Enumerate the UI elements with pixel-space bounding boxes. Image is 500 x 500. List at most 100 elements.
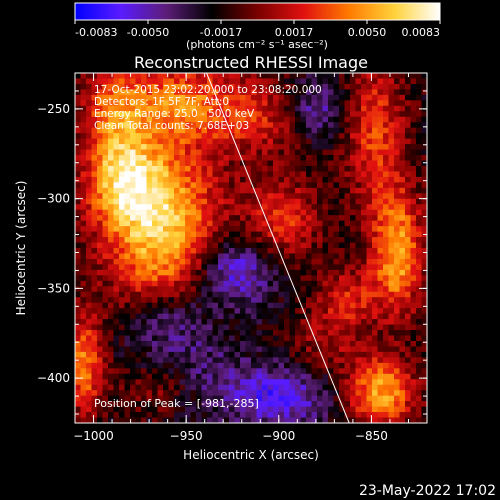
heatmap-cell xyxy=(196,100,202,107)
heatmap-cell xyxy=(410,122,417,129)
heatmap-cell xyxy=(273,105,279,112)
heatmap-cell xyxy=(185,302,191,309)
heatmap-cell xyxy=(410,198,417,205)
heatmap-cell xyxy=(174,346,180,353)
heatmap-cell xyxy=(196,384,202,391)
heatmap-cell xyxy=(163,242,169,249)
heatmap-cell xyxy=(251,226,257,232)
heatmap-cell xyxy=(295,346,301,353)
heatmap-cell xyxy=(295,220,301,227)
heatmap-cell xyxy=(311,133,318,140)
heatmap-cell xyxy=(421,384,427,391)
heatmap-cell xyxy=(102,319,109,325)
heatmap-cell xyxy=(113,138,120,145)
heatmap-cell xyxy=(295,100,301,107)
heatmap-cell xyxy=(317,226,323,232)
heatmap-cell xyxy=(113,127,120,134)
heatmap-cell xyxy=(416,133,422,140)
heatmap-cell xyxy=(306,264,312,271)
heatmap-cell xyxy=(108,390,114,397)
heatmap-cell xyxy=(185,308,191,315)
heatmap-cell xyxy=(267,384,274,391)
heatmap-cell xyxy=(317,231,323,238)
heatmap-cell xyxy=(212,379,219,386)
heatmap-cell xyxy=(102,111,109,118)
heatmap-cell xyxy=(372,379,378,386)
heatmap-cell xyxy=(240,198,246,205)
heatmap-cell xyxy=(207,155,213,161)
heatmap-cell xyxy=(262,149,268,156)
heatmap-cell xyxy=(322,149,329,156)
heatmap-cell xyxy=(157,160,164,167)
heatmap-cell xyxy=(256,373,263,380)
heatmap-cell xyxy=(388,73,395,79)
heatmap-cell xyxy=(218,280,224,287)
heatmap-cell xyxy=(322,100,329,107)
heatmap-cell xyxy=(295,412,301,418)
heatmap-cell xyxy=(108,182,114,189)
heatmap-cell xyxy=(102,302,109,309)
heatmap-cell xyxy=(152,269,158,276)
heatmap-cell xyxy=(218,248,224,254)
heatmap-cell xyxy=(388,209,395,216)
heatmap-cell xyxy=(410,258,417,265)
heatmap-cell xyxy=(366,291,373,298)
heatmap-cell xyxy=(339,155,345,161)
heatmap-cell xyxy=(141,258,147,265)
heatmap-cell xyxy=(322,406,329,413)
heatmap-cell xyxy=(394,308,400,315)
heatmap-cell xyxy=(273,83,279,90)
heatmap-cell xyxy=(245,248,252,254)
heatmap-cell xyxy=(75,324,81,331)
heatmap-cell xyxy=(262,384,268,391)
plot-frame xyxy=(74,72,428,424)
heatmap-cell xyxy=(157,155,164,161)
heatmap-cell xyxy=(212,160,219,167)
heatmap-cell xyxy=(207,275,213,282)
heatmap-cell xyxy=(86,291,92,298)
heatmap-cell xyxy=(256,165,263,172)
heatmap-cell xyxy=(185,144,191,150)
heatmap-cell xyxy=(262,324,268,331)
heatmap-cell xyxy=(97,269,103,276)
heatmap-cell xyxy=(383,291,389,298)
heatmap-cell xyxy=(163,160,169,167)
heatmap-cell xyxy=(179,412,186,418)
heatmap-cell xyxy=(366,111,373,118)
heatmap-cell xyxy=(273,302,279,309)
heatmap-cell xyxy=(399,357,406,364)
heatmap-cell xyxy=(75,160,81,167)
heatmap-cell xyxy=(251,176,257,183)
heatmap-cell xyxy=(322,237,329,243)
heatmap-cell xyxy=(163,144,169,150)
heatmap-cell xyxy=(163,302,169,309)
heatmap-cell xyxy=(328,204,334,211)
heatmap-cell xyxy=(141,193,147,200)
heatmap-cell xyxy=(86,417,92,423)
heatmap-cell xyxy=(251,171,257,178)
heatmap-cell xyxy=(190,105,197,112)
heatmap-cell xyxy=(207,94,213,101)
heatmap-cell xyxy=(91,362,98,369)
heatmap-cell xyxy=(306,138,312,145)
heatmap-cell xyxy=(251,220,257,227)
heatmap-cell xyxy=(421,313,427,320)
heatmap-cell xyxy=(377,379,384,386)
heatmap-cell xyxy=(383,275,389,282)
heatmap-cell xyxy=(163,231,169,238)
heatmap-cell xyxy=(174,171,180,178)
heatmap-cell xyxy=(377,248,384,254)
heatmap-cell xyxy=(119,313,125,320)
heatmap-cell xyxy=(262,171,268,178)
observation-info: 17-Oct-2015 23:02:20.000 to 23:08:20.000… xyxy=(94,84,322,132)
heatmap-cell xyxy=(383,324,389,331)
heatmap-cell xyxy=(124,384,131,391)
heatmap-cell xyxy=(300,111,307,118)
heatmap-cell xyxy=(102,215,109,222)
heatmap-cell xyxy=(207,187,213,194)
heatmap-cell xyxy=(113,258,120,265)
heatmap-cell xyxy=(108,160,114,167)
heatmap-cell xyxy=(388,373,395,380)
heatmap-cell xyxy=(344,275,351,282)
heatmap-cell xyxy=(108,187,114,194)
